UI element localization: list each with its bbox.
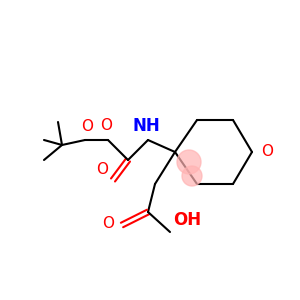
- Text: NH: NH: [132, 117, 160, 135]
- Text: O: O: [261, 145, 273, 160]
- Text: O: O: [100, 118, 112, 133]
- Text: O: O: [96, 162, 108, 177]
- Circle shape: [177, 150, 201, 174]
- Text: O: O: [81, 119, 93, 134]
- Text: OH: OH: [173, 211, 201, 229]
- Circle shape: [182, 166, 202, 186]
- Text: O: O: [102, 217, 114, 232]
